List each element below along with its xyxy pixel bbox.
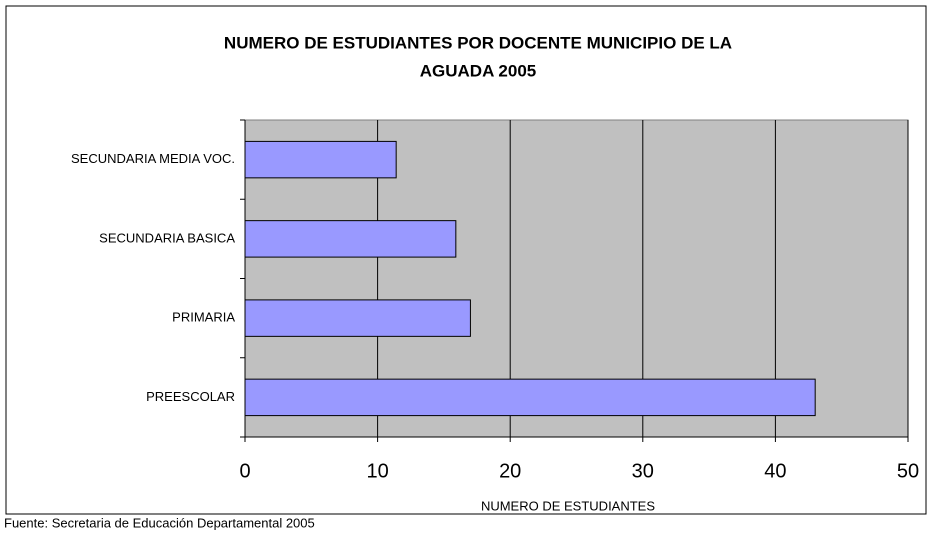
y-tick-label: SECUNDARIA MEDIA VOC.: [71, 151, 235, 166]
x-tick-label: 40: [764, 460, 786, 482]
y-tick-label: PRIMARIA: [172, 310, 235, 325]
x-axis-label: NUMERO DE ESTUDIANTES: [481, 498, 655, 513]
bar: [244, 299, 471, 337]
bar: [244, 140, 397, 179]
x-tick-label: 10: [366, 460, 388, 482]
bar: [244, 378, 816, 417]
bar: [244, 220, 457, 258]
x-tick-label: 0: [239, 460, 250, 482]
y-tick-label: SECUNDARIA BASICA: [99, 230, 235, 245]
x-tick-label: 50: [897, 460, 919, 482]
x-tick-label: 30: [632, 460, 654, 482]
source-note: Fuente: Secretaria de Educación Departam…: [4, 515, 315, 530]
chart-title: NUMERO DE ESTUDIANTES POR DOCENTE MUNICI…: [224, 33, 732, 52]
x-tick-label: 20: [499, 460, 521, 482]
y-tick-label: PREESCOLAR: [146, 389, 235, 404]
chart-title: AGUADA 2005: [420, 61, 537, 80]
